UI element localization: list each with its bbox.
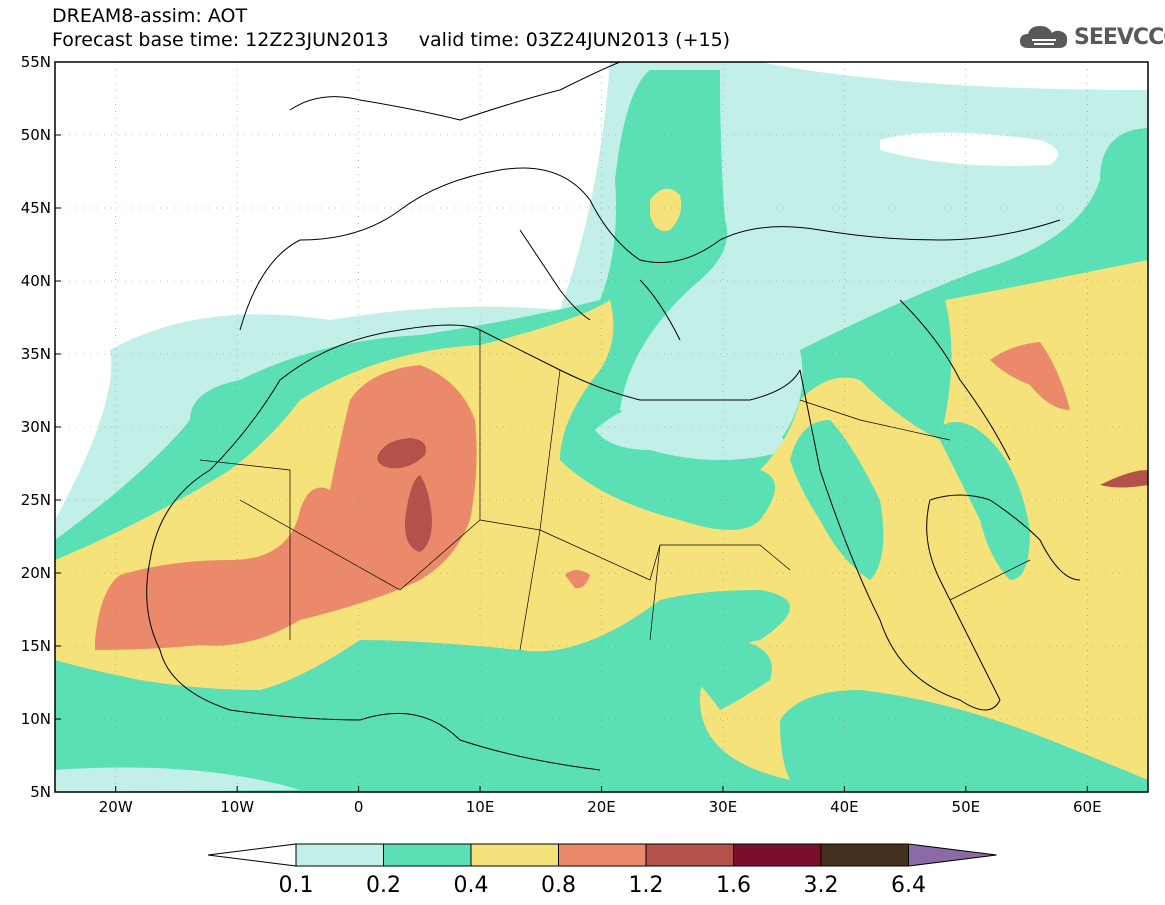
lat-label: 10N: [21, 710, 51, 728]
seevccc-logo: SEEVCCC: [1018, 22, 1165, 52]
lon-label: 10E: [466, 798, 495, 816]
aot-band-0.8: [95, 365, 477, 650]
aot-green-sahel: [660, 620, 772, 710]
lat-label: 50N: [21, 126, 51, 144]
logo-text: SEEVCCC: [1074, 24, 1165, 50]
borders: [199, 330, 1031, 651]
lon-label: 50E: [952, 798, 981, 816]
lon-label: 0: [354, 798, 364, 816]
aot-orange-yellow-blob: [650, 188, 682, 231]
lat-label: 40N: [21, 272, 51, 290]
aot-band-1.2-a: [377, 438, 426, 469]
aot-green-redsea: [790, 420, 884, 580]
aot-band-0.4: [55, 260, 1148, 780]
lon-label: 60E: [1073, 798, 1102, 816]
aot-light-south: [55, 767, 300, 792]
lat-label: 35N: [21, 345, 51, 363]
map-title: DREAM8-assim: AOT Forecast base time: 12…: [52, 4, 730, 52]
aot-orange-chad: [565, 570, 590, 589]
lat-label: 25N: [21, 491, 51, 509]
colorbar-segment: [820, 843, 909, 867]
lat-label: 20N: [21, 564, 51, 582]
latitude-labels: 55N 50N 45N 40N 35N 30N 25N 20N 15N 10N 5N: [21, 53, 61, 801]
colorbar: 0.1 0.2 0.4 0.8 1.2 1.6 3.2 6.4: [207, 843, 997, 898]
colorbar-segment: [558, 843, 647, 867]
colorbar-segment: [470, 843, 559, 867]
colorbar-segment: [733, 843, 822, 867]
colorbar-label: 0.4: [454, 873, 489, 898]
lat-label: 30N: [21, 418, 51, 436]
colorbar-left-arrow: [207, 843, 297, 867]
lat-label: 55N: [21, 53, 51, 71]
colorbar-label: 3.2: [804, 873, 839, 898]
cloud-logo-icon: [1020, 26, 1068, 48]
lat-label: 15N: [21, 637, 51, 655]
title-times: Forecast base time: 12Z23JUN2013 valid t…: [52, 29, 731, 51]
lat-label: 45N: [21, 199, 51, 217]
aot-clear-europe: [880, 132, 1058, 166]
lon-label: 20W: [99, 798, 133, 816]
colorbar-label: 1.2: [629, 873, 664, 898]
aot-light-mideast: [595, 400, 790, 460]
colorbar-segment: [645, 843, 734, 867]
colorbar-label: 1.6: [716, 873, 751, 898]
lon-label: 40E: [830, 798, 859, 816]
aot-orange-ne: [990, 342, 1070, 410]
coastlines: [146, 62, 1081, 771]
lat-label: 5N: [30, 783, 51, 801]
colorbar-segment: [295, 843, 384, 867]
lon-label: 30E: [709, 798, 738, 816]
colorbar-label: 0.1: [279, 873, 314, 898]
colorbar-segment: [383, 843, 472, 867]
lon-label: 20E: [587, 798, 616, 816]
colorbar-label: 0.2: [366, 873, 401, 898]
colorbar-label: 0.8: [541, 873, 576, 898]
aot-green-gulf: [935, 422, 1030, 580]
title-variable: DREAM8-assim: AOT: [52, 5, 248, 27]
colorbar-right-arrow: [908, 843, 997, 867]
graticule: [55, 62, 1148, 792]
lon-label: 10W: [220, 798, 254, 816]
aot-band-1.2-b: [404, 475, 432, 552]
longitude-labels: 20W 10W 0 10E 20E 30E 40E 50E 60E: [99, 786, 1102, 816]
aot-band-1.2-c: [1100, 470, 1148, 488]
colorbar-label: 6.4: [891, 873, 926, 898]
